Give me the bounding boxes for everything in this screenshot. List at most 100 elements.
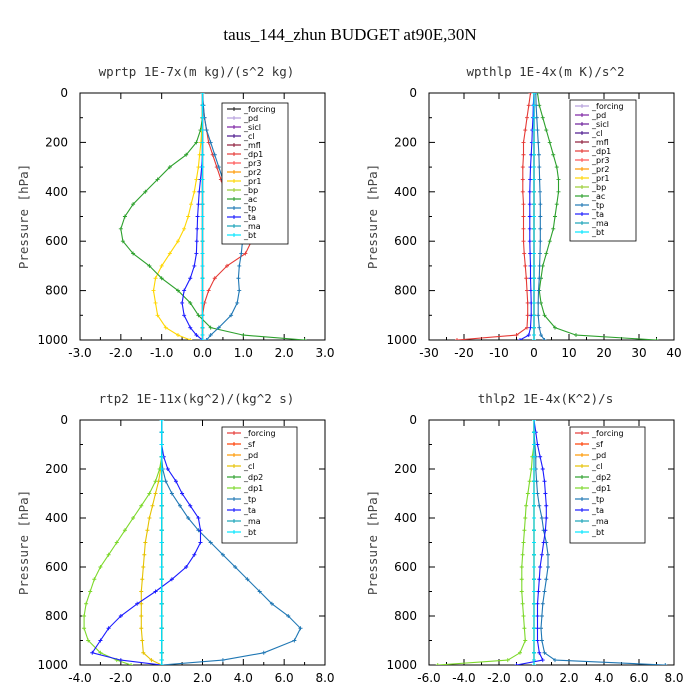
data-point (135, 601, 140, 606)
data-point (188, 503, 193, 508)
data-point (520, 601, 525, 606)
data-point (521, 226, 526, 231)
legend-label: _tp (591, 201, 604, 210)
legend-label: _sf (243, 440, 255, 449)
data-point (519, 577, 524, 582)
data-point (535, 638, 540, 643)
data-point (206, 288, 211, 293)
x-tick-label: 1.0 (234, 346, 253, 360)
legend-label: _ma (591, 517, 609, 526)
legend-label: _ma (591, 219, 609, 228)
data-point (82, 614, 87, 618)
y-tick-label: 1000 (386, 333, 417, 347)
x-tick-label: 40 (666, 346, 681, 360)
legend-label: _dp1 (243, 150, 263, 159)
legend-label: _ac (243, 195, 257, 204)
data-point (532, 128, 536, 133)
legend-marker (232, 170, 236, 174)
data-point (654, 338, 659, 340)
legend-marker (232, 519, 236, 523)
data-point (521, 152, 526, 157)
legend-label: _pd (591, 111, 606, 120)
legend-label: _forcing (591, 102, 624, 111)
series-group (118, 93, 307, 340)
legend-label: _tp (243, 495, 256, 504)
legend-marker (580, 167, 584, 171)
data-point (522, 626, 527, 631)
data-point (535, 614, 540, 618)
data-point (159, 565, 164, 569)
legend: _forcing_pd_sicl_cl_mfl_dp1_pr3_pr2_pr1_… (221, 102, 289, 245)
legend-label: _ta (591, 210, 604, 219)
data-point (176, 239, 180, 244)
data-point (90, 650, 95, 655)
x-tick-label: 2.0 (275, 346, 294, 360)
data-point (151, 288, 156, 293)
x-tick-label: -6.0 (417, 671, 440, 685)
series-line-tp (535, 93, 545, 340)
data-point (120, 239, 125, 244)
data-point (198, 540, 203, 545)
legend-marker (232, 188, 236, 192)
data-point (159, 650, 164, 655)
data-point (532, 333, 536, 338)
data-point (505, 658, 510, 663)
data-point (204, 338, 209, 340)
data-point (208, 333, 213, 338)
legend-marker (232, 224, 236, 228)
data-point (520, 177, 525, 182)
y-tick-label: 400 (45, 511, 68, 525)
data-point (195, 226, 200, 231)
data-point (522, 251, 527, 256)
data-point (532, 658, 536, 663)
data-point (159, 276, 164, 281)
data-point (159, 589, 164, 594)
data-point (147, 516, 152, 520)
legend-label: _cl (243, 132, 255, 141)
legend-marker (580, 113, 584, 117)
data-point (523, 516, 528, 520)
data-point (208, 325, 213, 330)
data-point (196, 202, 201, 207)
data-point (532, 552, 536, 557)
data-point (139, 589, 144, 594)
data-point (535, 601, 540, 606)
data-point (539, 626, 543, 631)
data-point (540, 601, 545, 606)
series-line-ta (516, 420, 547, 665)
data-point (139, 601, 144, 606)
data-point (528, 93, 533, 95)
data-point (159, 663, 164, 665)
data-point (188, 300, 193, 305)
data-point (532, 226, 536, 231)
data-point (200, 239, 205, 244)
data-point (532, 115, 536, 120)
x-tick-label: 0.0 (193, 346, 212, 360)
data-point (532, 454, 536, 459)
data-point (131, 202, 136, 207)
data-point (532, 614, 536, 618)
data-point (198, 528, 203, 533)
legend-label: _pr3 (243, 159, 261, 168)
x-tick-label: 30 (631, 346, 646, 360)
data-point (528, 325, 533, 330)
data-point (532, 239, 536, 244)
legend-label: _ta (591, 506, 604, 515)
legend-marker (580, 122, 584, 126)
data-point (546, 565, 550, 569)
data-point (537, 263, 542, 268)
data-point (189, 202, 194, 207)
x-tick-label: 8.0 (315, 671, 334, 685)
data-point (556, 189, 561, 194)
series-line-ac (536, 93, 657, 340)
data-point (159, 614, 164, 618)
legend-marker (580, 530, 584, 534)
data-point (532, 503, 536, 508)
data-point (514, 333, 519, 338)
data-point (525, 491, 530, 496)
legend-label: _dp2 (243, 473, 263, 482)
legend-label: _dp1 (591, 147, 611, 156)
data-point (163, 479, 168, 484)
legend-marker (580, 497, 584, 501)
data-point (106, 626, 111, 631)
